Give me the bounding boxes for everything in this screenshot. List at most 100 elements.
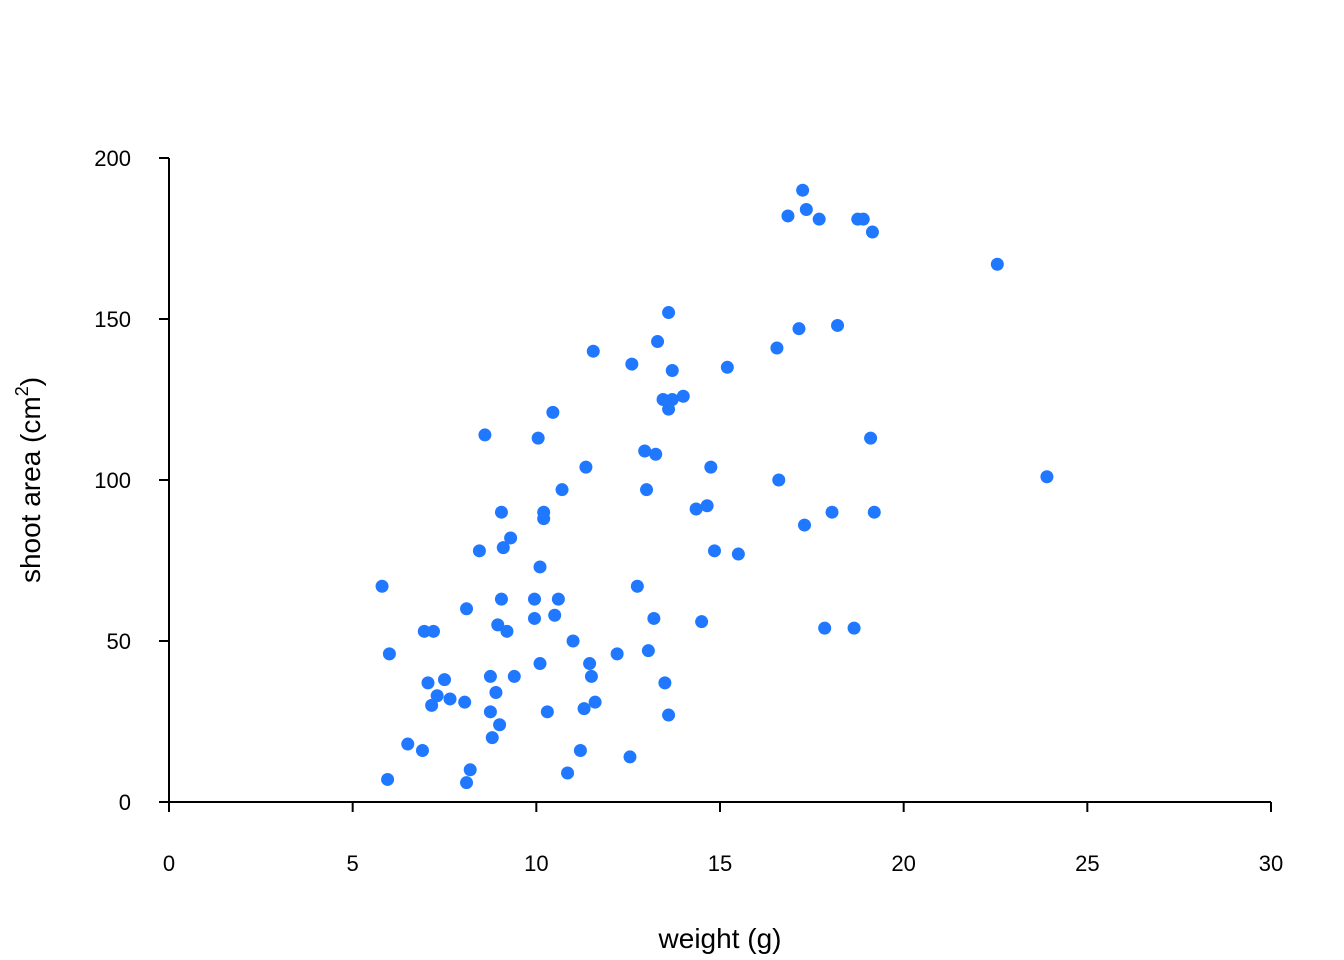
data-point <box>662 708 676 722</box>
data-point <box>731 547 745 561</box>
data-point <box>485 731 499 745</box>
data-point <box>1040 470 1054 484</box>
data-point <box>382 647 396 661</box>
y-tick-label: 200 <box>94 146 131 171</box>
data-point <box>583 657 597 671</box>
data-point <box>812 212 826 226</box>
data-point <box>649 447 663 461</box>
data-point <box>381 772 395 786</box>
data-point <box>460 602 474 616</box>
data-point <box>689 502 703 516</box>
data-point <box>665 393 679 406</box>
data-point <box>700 499 714 513</box>
data-point <box>770 341 784 355</box>
x-tick-label: 25 <box>1075 851 1099 876</box>
data-point <box>555 483 569 497</box>
y-tick-label: 150 <box>94 307 131 332</box>
x-axis-ticks: 0 5 10 15 20 25 30 <box>163 802 1283 876</box>
data-point <box>472 544 486 558</box>
data-point <box>796 183 810 197</box>
data-point <box>551 592 565 606</box>
x-tick-label: 15 <box>708 851 732 876</box>
data-point <box>781 209 795 223</box>
data-point <box>421 676 435 690</box>
data-point <box>375 579 389 593</box>
data-point <box>847 621 861 635</box>
data-point <box>493 718 507 732</box>
data-point <box>831 318 845 332</box>
data-point <box>586 344 600 358</box>
x-tick-label: 30 <box>1259 851 1283 876</box>
data-point <box>478 428 492 442</box>
x-tick-label: 10 <box>524 851 548 876</box>
data-point <box>658 676 672 690</box>
data-point <box>797 518 811 532</box>
y-axis-title-superscript: 2 <box>12 386 32 396</box>
data-point <box>662 306 676 320</box>
data-point <box>463 763 477 777</box>
data-point <box>656 393 670 406</box>
data-point <box>792 322 806 336</box>
data-point <box>707 544 721 558</box>
data-point <box>531 431 545 445</box>
y-tick-label: 50 <box>107 629 131 654</box>
y-axis-title: shoot area (cm2) <box>12 377 46 583</box>
data-point <box>425 698 439 712</box>
data-point <box>533 560 547 574</box>
data-point <box>494 505 508 519</box>
y-tick-label: 100 <box>94 468 131 493</box>
data-point <box>640 483 654 497</box>
data-point <box>443 692 457 706</box>
data-point <box>704 460 718 474</box>
data-point <box>415 743 429 757</box>
data-point <box>527 592 541 606</box>
data-point <box>533 657 547 671</box>
data-point <box>458 695 472 709</box>
data-point <box>641 644 655 658</box>
data-point <box>483 669 497 683</box>
data-point <box>623 750 637 764</box>
y-axis-ticks: 0 50 100 150 200 <box>94 146 169 815</box>
data-point <box>695 615 709 629</box>
data-point <box>537 512 551 526</box>
data-point <box>548 608 562 622</box>
data-point <box>566 634 580 648</box>
data-point <box>430 689 444 703</box>
data-point <box>647 611 661 625</box>
data-point <box>577 702 591 716</box>
x-tick-label: 20 <box>891 851 915 876</box>
data-point <box>507 669 521 683</box>
data-point <box>561 766 575 780</box>
x-tick-label: 0 <box>163 851 175 876</box>
data-point <box>588 695 602 709</box>
data-point <box>825 505 839 519</box>
data-point <box>867 505 881 519</box>
y-axis-title-main: shoot area (cm <box>15 396 46 583</box>
data-point <box>491 618 505 632</box>
y-axis-title-suffix: ) <box>15 377 46 386</box>
data-point <box>401 737 415 751</box>
data-point <box>720 360 734 374</box>
data-point <box>665 364 679 378</box>
data-point <box>651 335 665 349</box>
data-point <box>584 669 598 683</box>
data-point <box>417 624 431 638</box>
data-point <box>865 225 879 239</box>
x-axis-title: weight (g) <box>658 923 782 954</box>
data-point <box>500 624 514 638</box>
x-tick-label: 5 <box>347 851 359 876</box>
data-point <box>504 531 518 545</box>
data-point <box>638 444 652 458</box>
data-point <box>856 212 870 226</box>
data-point <box>496 541 510 555</box>
data-point <box>772 473 786 487</box>
data-point <box>426 624 440 638</box>
data-point <box>460 776 474 790</box>
data-point <box>579 460 593 474</box>
data-point <box>630 579 644 593</box>
data-point <box>527 611 541 625</box>
data-point <box>494 592 508 606</box>
data-point <box>799 203 813 217</box>
data-point <box>990 257 1004 271</box>
